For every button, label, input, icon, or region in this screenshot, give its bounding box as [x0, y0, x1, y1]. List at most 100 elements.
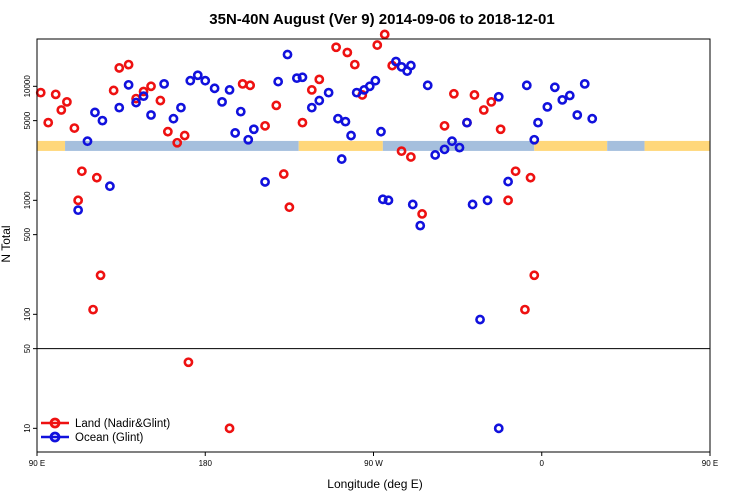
- land-point: [114, 63, 125, 73]
- y-tick-label: 5000: [23, 111, 32, 129]
- ocean-point: [572, 110, 583, 120]
- y-tick-label: 500: [23, 227, 32, 241]
- ocean-point: [370, 75, 381, 86]
- ocean-point: [557, 94, 568, 105]
- ocean-point: [123, 79, 134, 90]
- ocean-point: [407, 199, 418, 210]
- ocean-point: [351, 87, 362, 98]
- land-point: [183, 357, 194, 368]
- strip-segment-land: [37, 140, 66, 151]
- strip-segment-ocean: [65, 140, 299, 151]
- strip-segment-land: [298, 140, 383, 151]
- land-point: [405, 152, 416, 162]
- strip-segment-ocean: [607, 140, 645, 151]
- land-point: [439, 120, 450, 131]
- ocean-point: [297, 72, 308, 83]
- ocean-point: [323, 87, 334, 98]
- ocean-point: [291, 73, 302, 84]
- ocean-point: [306, 102, 317, 113]
- x-tick-label: 0: [540, 459, 545, 468]
- land-point: [342, 47, 353, 58]
- land-point: [331, 42, 342, 53]
- ocean-point: [564, 90, 575, 101]
- land-point: [95, 270, 106, 281]
- land-point: [510, 166, 521, 177]
- x-tick-label: 180: [199, 459, 213, 468]
- land-point: [486, 96, 497, 107]
- ocean-point: [260, 177, 270, 187]
- ocean-point: [209, 83, 220, 94]
- ocean-point: [549, 82, 560, 93]
- land-point: [91, 172, 102, 183]
- land-point: [123, 59, 134, 70]
- legend-ocean-marker: [49, 431, 61, 443]
- ocean-point: [462, 117, 472, 128]
- land-point: [237, 78, 248, 89]
- land-point: [525, 172, 536, 183]
- ocean-point: [131, 97, 141, 108]
- ocean-point: [243, 134, 254, 145]
- land-point: [503, 195, 513, 206]
- land-point: [73, 195, 84, 206]
- land-point: [224, 423, 235, 434]
- land-point: [76, 166, 87, 177]
- ocean-point: [282, 49, 293, 60]
- land-point: [306, 85, 317, 95]
- land-point: [69, 123, 80, 133]
- ocean-point: [73, 205, 84, 216]
- ocean-point: [454, 142, 465, 153]
- ocean-point: [377, 194, 388, 205]
- ocean-point: [340, 116, 351, 127]
- ocean-point: [273, 76, 284, 87]
- ocean-point: [90, 107, 100, 118]
- ocean-point: [248, 124, 259, 135]
- ocean-point: [82, 136, 93, 147]
- y-tick-label: 10: [23, 423, 32, 432]
- land-point: [108, 85, 119, 96]
- ocean-point: [200, 75, 211, 86]
- land-point: [162, 126, 173, 137]
- ocean-point: [422, 80, 433, 91]
- land-point: [417, 209, 428, 219]
- land-point: [379, 29, 390, 40]
- ocean-point: [503, 176, 513, 187]
- land-point: [155, 95, 166, 106]
- strip-segment-land: [644, 140, 710, 151]
- land-point: [469, 90, 480, 100]
- land-point: [349, 59, 360, 70]
- y-tick-label: 1000: [23, 191, 32, 209]
- land-point: [43, 117, 54, 128]
- ocean-point: [405, 60, 416, 71]
- ocean-point: [146, 110, 156, 120]
- ocean-point: [579, 78, 590, 89]
- land-point: [35, 87, 46, 98]
- land-point: [314, 74, 325, 85]
- land-point: [62, 96, 72, 107]
- land-point: [179, 130, 190, 141]
- ocean-point: [168, 113, 179, 124]
- legend: Land (Nadir&Glint) Ocean (Glint): [41, 417, 170, 444]
- strip-segment-land: [534, 140, 608, 151]
- land-point: [396, 146, 407, 157]
- ocean-point: [383, 195, 394, 206]
- ocean-point: [493, 91, 504, 102]
- ocean-point: [105, 181, 115, 192]
- legend-land-label: Land (Nadir&Glint): [75, 418, 170, 430]
- ocean-point: [224, 85, 235, 95]
- ocean-point: [217, 96, 227, 107]
- land-point: [260, 120, 270, 131]
- land-point: [146, 81, 156, 92]
- y-tick-label: 100: [23, 307, 32, 321]
- land-point: [448, 88, 459, 99]
- land-point: [495, 124, 506, 135]
- land-point: [50, 89, 61, 100]
- ocean-point: [533, 117, 543, 128]
- ocean-point: [230, 128, 241, 138]
- y-tick-label: 50: [23, 344, 32, 353]
- ocean-point: [138, 91, 149, 102]
- ocean-point: [521, 80, 532, 91]
- land-point: [478, 105, 489, 115]
- ocean-point: [529, 134, 540, 145]
- land-ocean-strip: [37, 140, 710, 151]
